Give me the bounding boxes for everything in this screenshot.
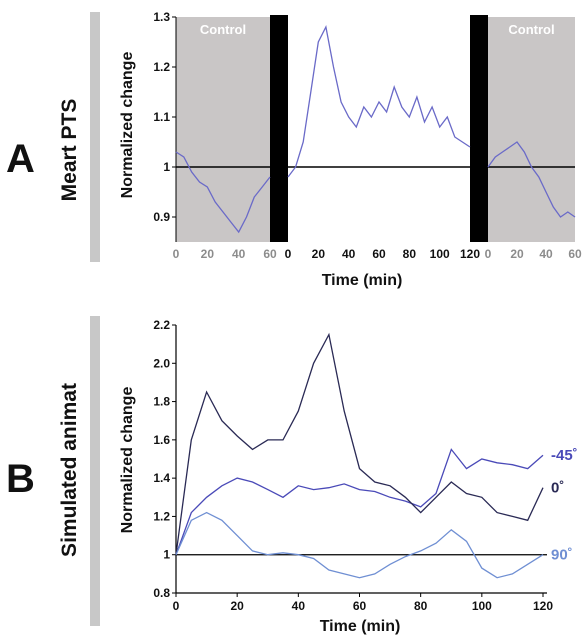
y-tick-label: 1.3 bbox=[153, 10, 170, 24]
y-tick-label: 1 bbox=[163, 160, 170, 174]
separator-bar bbox=[270, 15, 288, 242]
y-tick-label: 2.2 bbox=[153, 318, 170, 332]
x-tick-label: 20 bbox=[201, 247, 215, 261]
series-line bbox=[287, 25, 471, 178]
panel-a-side-bar bbox=[90, 12, 100, 262]
y-tick-label: 1.2 bbox=[153, 509, 170, 523]
x-tick-label: 0 bbox=[285, 247, 292, 261]
y-tick-label: 1.4 bbox=[153, 471, 170, 485]
x-tick-label: 60 bbox=[372, 247, 386, 261]
x-tick-label: 0 bbox=[173, 599, 180, 613]
x-tick-label: 40 bbox=[342, 247, 356, 261]
x-tick-label: 120 bbox=[533, 599, 553, 613]
chart-a: Normalized change Time (min) Control Cont… bbox=[119, 10, 582, 289]
panel-a-side-label: Meart PTS bbox=[58, 99, 81, 202]
x-tick-label: 20 bbox=[312, 247, 326, 261]
series-label: 0˚ bbox=[551, 480, 564, 497]
x-tick-label: 0 bbox=[485, 247, 492, 261]
x-tick-label: 0 bbox=[173, 247, 180, 261]
y-tick-label: 2.0 bbox=[153, 356, 170, 370]
y-tick-label: 1.2 bbox=[153, 60, 170, 74]
x-tick-label: 60 bbox=[353, 599, 367, 613]
y-tick-label: 1.8 bbox=[153, 395, 170, 409]
series-line bbox=[487, 141, 576, 218]
series-label: -45˚ bbox=[551, 447, 578, 464]
y-tick-label: 1.1 bbox=[153, 110, 170, 124]
y-tick-label: 1 bbox=[163, 548, 170, 562]
x-tick-label: 80 bbox=[403, 247, 417, 261]
x-tick-label: 120 bbox=[460, 247, 480, 261]
y-tick-label: 1.6 bbox=[153, 433, 170, 447]
separator-bar bbox=[470, 15, 488, 242]
x-tick-label: 100 bbox=[430, 247, 450, 261]
control-shaded-region bbox=[176, 17, 270, 242]
control-shaded-region bbox=[488, 17, 575, 242]
series-line bbox=[175, 151, 271, 234]
x-tick-label: 40 bbox=[539, 247, 553, 261]
chart-b-x-axis-label: Time (min) bbox=[320, 618, 401, 635]
control-label: Control bbox=[508, 22, 554, 37]
series-label: 90˚ bbox=[551, 547, 573, 564]
chart-a-x-axis-label: Time (min) bbox=[322, 272, 403, 289]
chart-b-y-axis-label: Normalized change bbox=[119, 387, 136, 534]
x-tick-label: 40 bbox=[292, 599, 306, 613]
series-line bbox=[175, 332, 544, 555]
x-tick-label: 20 bbox=[510, 247, 524, 261]
panel-a-letter: A bbox=[6, 137, 35, 181]
x-tick-label: 100 bbox=[472, 599, 492, 613]
chart-a-y-axis-label: Normalized change bbox=[119, 52, 136, 199]
x-tick-label: 80 bbox=[414, 599, 428, 613]
x-tick-label: 60 bbox=[568, 247, 582, 261]
x-tick-label: 60 bbox=[263, 247, 277, 261]
x-tick-label: 20 bbox=[230, 599, 244, 613]
chart-b: Normalized change Time (min) 0.8 1 1.2 1.4 1… bbox=[119, 318, 578, 635]
panel-b-side-label: Simulated animat bbox=[58, 383, 81, 557]
series-line bbox=[175, 448, 544, 555]
y-tick-label: 0.8 bbox=[153, 586, 170, 600]
series-line bbox=[175, 511, 544, 579]
panel-b-side-bar bbox=[90, 316, 100, 626]
control-label: Control bbox=[200, 22, 246, 37]
y-tick-label: 0.9 bbox=[153, 210, 170, 224]
panel-b-letter: B bbox=[6, 457, 35, 501]
x-tick-label: 40 bbox=[232, 247, 246, 261]
